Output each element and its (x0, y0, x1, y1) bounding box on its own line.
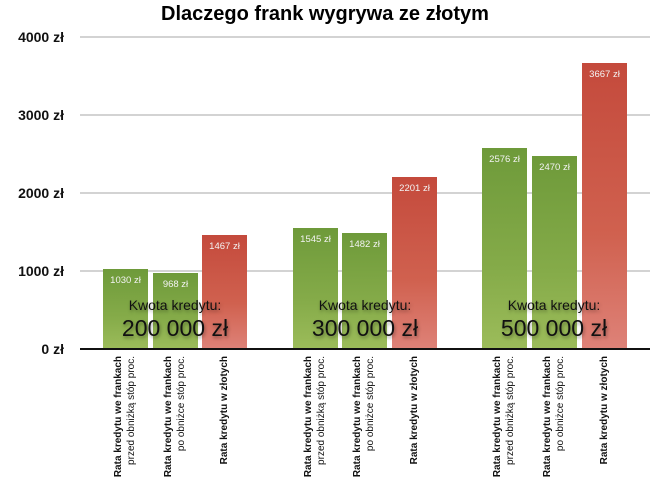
x-label-line1: Rata kredytu we frankach (352, 356, 363, 478)
y-tick-0: 0 zł (41, 341, 64, 357)
chart-title: Dlaczego frank wygrywa ze złotym (161, 3, 489, 25)
x-label-line1: Rata kredytu we frankach (492, 356, 503, 478)
x-label-line2: przed obniżką stóp proc. (505, 356, 516, 465)
bar-200k-pln: 1467 zł (202, 235, 247, 349)
y-tick-3000: 3000 zł (18, 107, 64, 123)
bar-value: 2201 zł (399, 183, 430, 194)
x-label-line2: po obniżce stóp proc. (176, 356, 187, 452)
loan-amount-label: Kwota kredytu: (318, 297, 412, 313)
x-label-line2: przed obniżką stóp proc. (126, 356, 137, 465)
loan-amount-note-500k: Kwota kredytu: 500 000 zł (469, 297, 639, 342)
loan-amount-note-200k: Kwota kredytu: 200 000 zł (90, 297, 260, 342)
loan-amount-label: Kwota kredytu: (128, 297, 222, 313)
bar-300k-chf-before: 1545 zł (293, 228, 338, 349)
bar-value: 2470 zł (539, 162, 570, 173)
x-label-line2: przed obniżką stóp proc. (316, 356, 327, 465)
bar-300k-pln: 2201 zł (392, 177, 437, 349)
gridline-2000 (80, 192, 650, 194)
x-label-line1: Rata kredytu w złotych (409, 356, 420, 465)
x-label-line1: Rata kredytu we frankach (542, 356, 553, 478)
y-tick-2000: 2000 zł (18, 185, 64, 201)
y-tick-4000: 4000 zł (18, 29, 64, 45)
bar-value: 3667 zł (589, 69, 620, 80)
loan-amount-note-300k: Kwota kredytu: 300 000 zł (280, 297, 450, 342)
x-label-line1: Rata kredytu we frankach (303, 356, 314, 478)
gridline-3000 (80, 114, 650, 116)
x-label-line2: po obniżce stóp proc. (365, 356, 376, 452)
bar-value: 1030 zł (110, 275, 141, 286)
bar-500k-chf-before: 2576 zł (482, 148, 527, 349)
loan-amount-value: 200 000 zł (121, 315, 229, 341)
bar-500k-pln: 3667 zł (582, 63, 627, 349)
bar-value: 968 zł (162, 279, 189, 290)
loan-amount-value: 300 000 zł (311, 315, 419, 341)
bar-500k-chf-after: 2470 zł (532, 156, 577, 349)
x-label-line1: Rata kredytu we frankach (113, 356, 124, 478)
bar-value: 1467 zł (209, 241, 240, 252)
bar-value: 1482 zł (349, 239, 380, 250)
bar-200k-chf-after: 968 zł (153, 273, 198, 349)
loan-amount-value: 500 000 zł (500, 315, 608, 341)
gridline-4000 (80, 36, 650, 38)
x-label-line1: Rata kredytu w złotych (599, 356, 610, 465)
y-tick-1000: 1000 zł (18, 263, 64, 279)
x-label-line1: Rata kredytu w złotych (219, 356, 230, 465)
x-label-line1: Rata kredytu we frankach (163, 356, 174, 478)
bar-value: 2576 zł (489, 154, 520, 165)
x-label-pln: Rata kredytu w złotych (598, 356, 650, 464)
bar-300k-chf-after: 1482 zł (342, 233, 387, 349)
loan-amount-label: Kwota kredytu: (507, 297, 601, 313)
bar-value: 1545 zł (300, 234, 331, 245)
x-axis-line (80, 348, 650, 350)
bar-200k-chf-before: 1030 zł (103, 269, 148, 349)
x-label-line2: po obniżce stóp proc. (555, 356, 566, 452)
